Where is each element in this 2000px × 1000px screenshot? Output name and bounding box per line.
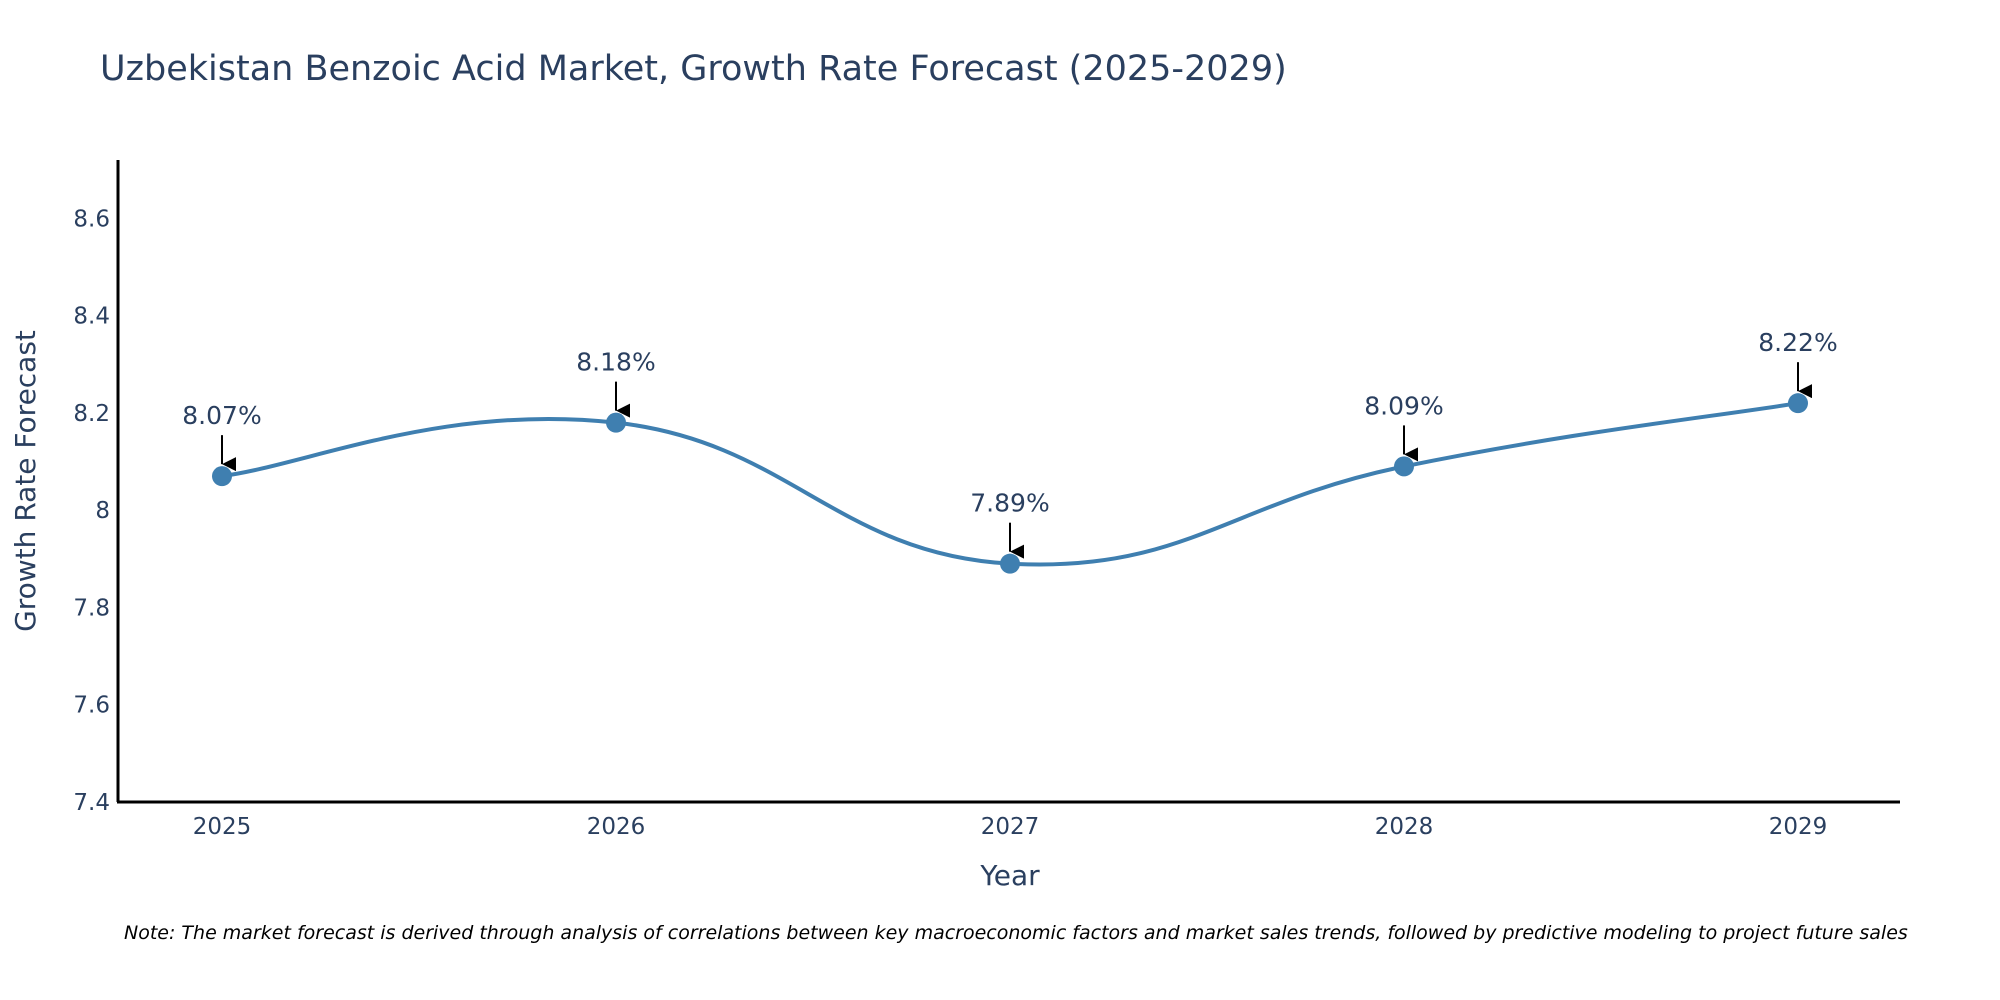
data-label: 8.09% xyxy=(1364,391,1443,420)
chart-title: Uzbekistan Benzoic Acid Market, Growth R… xyxy=(100,49,1287,89)
x-tick-label: 2027 xyxy=(981,814,1040,840)
data-label: 7.89% xyxy=(970,489,1049,518)
x-tick-label: 2026 xyxy=(587,814,646,840)
y-tick-label: 7.6 xyxy=(73,693,110,719)
data-annotations: 8.07% 8.18% 7.89% 8.09% 8.22% xyxy=(182,328,1838,559)
data-point xyxy=(1000,553,1020,574)
y-axis-ticks: 7.4 7.6 7.8 8 8.2 8.4 8.6 xyxy=(73,206,110,816)
chart-note: Note: The market forecast is derived thr… xyxy=(124,922,1908,944)
x-tick-label: 2025 xyxy=(193,814,252,840)
data-label: 8.22% xyxy=(1758,328,1837,357)
data-label: 8.18% xyxy=(576,348,655,377)
data-point xyxy=(1788,393,1808,414)
x-tick-label: 2029 xyxy=(1769,814,1828,840)
y-tick-label: 7.8 xyxy=(73,595,110,621)
y-tick-label: 8.6 xyxy=(73,206,110,232)
x-axis-title: Year xyxy=(979,859,1040,892)
data-point xyxy=(212,466,232,487)
y-tick-label: 8.2 xyxy=(73,401,110,427)
x-axis-ticks: 2025 2026 2027 2028 2029 xyxy=(193,814,1828,840)
y-tick-label: 8.4 xyxy=(73,304,110,330)
data-point xyxy=(1394,456,1414,477)
y-tick-label: 7.4 xyxy=(73,790,110,816)
data-label: 8.07% xyxy=(182,401,261,430)
data-points xyxy=(212,393,1808,574)
data-point xyxy=(606,412,626,433)
y-tick-label: 8 xyxy=(95,498,110,524)
x-tick-label: 2028 xyxy=(1375,814,1434,840)
y-axis-title: Growth Rate Forecast xyxy=(9,330,42,632)
